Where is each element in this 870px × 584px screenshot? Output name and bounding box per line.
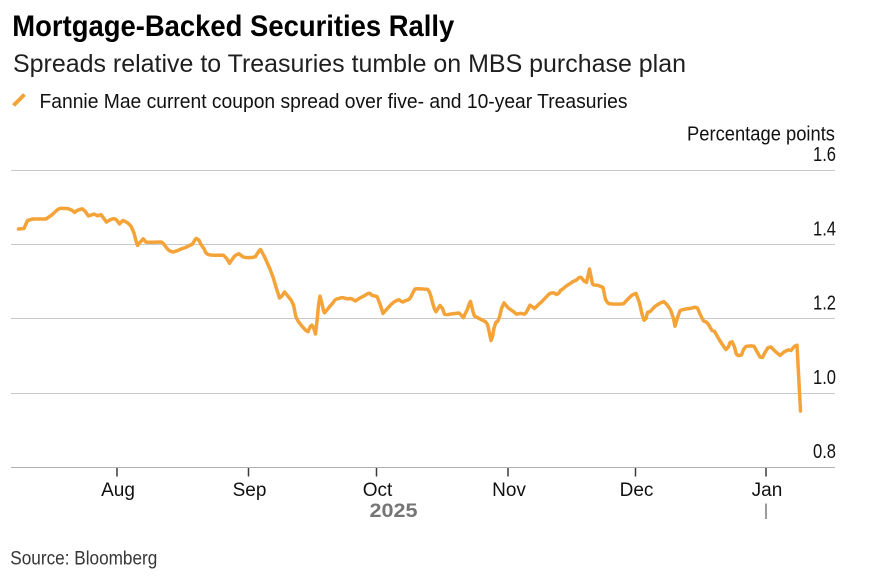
svg-text:1.6: 1.6 [813,144,836,166]
svg-text:Source: Bloomberg: Source: Bloomberg [10,547,157,569]
svg-text:Jan: Jan [752,480,783,501]
svg-text:1.2: 1.2 [813,293,836,315]
svg-text:Fannie Mae current coupon spre: Fannie Mae current coupon spread over fi… [40,90,628,113]
svg-text:Sep: Sep [233,480,267,501]
svg-text:1.0: 1.0 [813,367,836,389]
svg-text:0.8: 0.8 [813,441,836,463]
svg-text:Dec: Dec [620,480,654,501]
svg-text:Aug: Aug [101,480,135,501]
svg-text:2025: 2025 [370,500,418,522]
svg-text:1.4: 1.4 [813,218,836,240]
svg-text:Spreads relative to Treasuries: Spreads relative to Treasuries tumble on… [13,50,686,78]
svg-text:Percentage points: Percentage points [687,122,835,145]
svg-text:Nov: Nov [492,480,526,501]
svg-text:Mortgage-Backed Securities Ral: Mortgage-Backed Securities Rally [12,10,455,43]
svg-text:Oct: Oct [363,480,393,501]
